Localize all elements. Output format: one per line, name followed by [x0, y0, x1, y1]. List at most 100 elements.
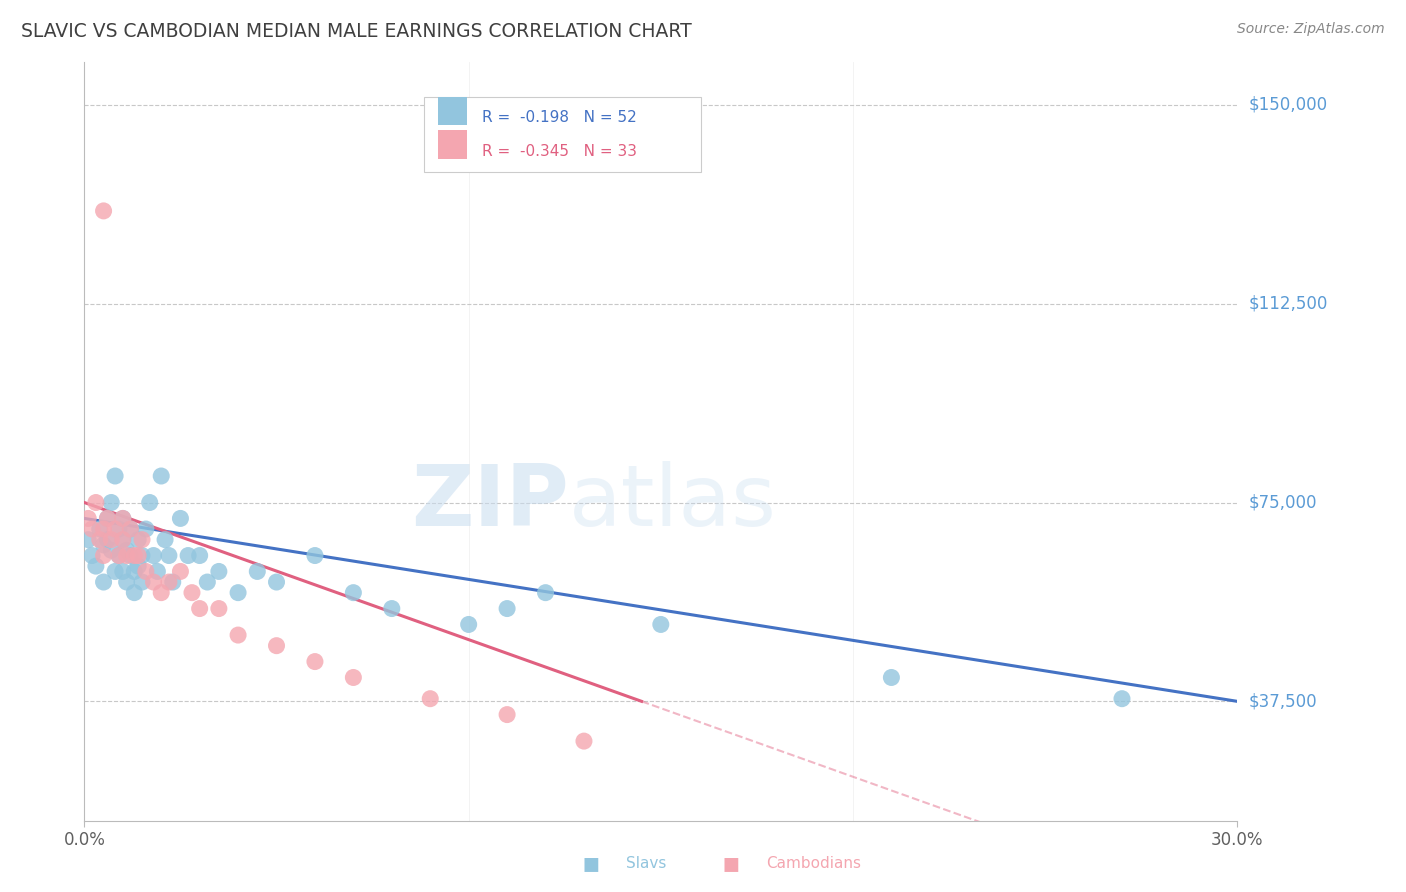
Text: R =  -0.345   N = 33: R = -0.345 N = 33 — [482, 144, 637, 159]
Point — [120, 522, 142, 536]
Point — [142, 575, 165, 590]
Point — [131, 575, 153, 590]
Point — [534, 585, 557, 599]
Point — [104, 522, 127, 536]
Point — [108, 522, 131, 536]
Point — [111, 565, 134, 579]
Point — [84, 559, 107, 574]
Point — [188, 549, 211, 563]
Point — [120, 549, 142, 563]
Point — [120, 522, 142, 536]
Point — [138, 495, 160, 509]
Text: Cambodians: Cambodians — [766, 856, 862, 871]
Point — [124, 549, 146, 563]
Point — [266, 575, 288, 590]
Point — [100, 543, 122, 558]
Point — [108, 549, 131, 563]
Point — [146, 565, 169, 579]
Point — [181, 585, 204, 599]
Point — [135, 522, 157, 536]
Point — [89, 533, 111, 547]
FancyBboxPatch shape — [439, 97, 467, 126]
Point — [124, 585, 146, 599]
Point — [572, 734, 595, 748]
Text: SLAVIC VS CAMBODIAN MEDIAN MALE EARNINGS CORRELATION CHART: SLAVIC VS CAMBODIAN MEDIAN MALE EARNINGS… — [21, 22, 692, 41]
Point — [496, 601, 519, 615]
Point — [96, 511, 118, 525]
Point — [124, 565, 146, 579]
Point — [111, 511, 134, 525]
Point — [96, 511, 118, 525]
Point — [342, 671, 364, 685]
Point — [93, 549, 115, 563]
Point — [162, 575, 184, 590]
Point — [342, 585, 364, 599]
Point — [111, 533, 134, 547]
Point — [100, 533, 122, 547]
Point — [150, 469, 173, 483]
Point — [131, 533, 153, 547]
Text: $37,500: $37,500 — [1249, 692, 1317, 710]
Point — [93, 203, 115, 218]
Point — [111, 533, 134, 547]
Text: ZIP: ZIP — [411, 460, 568, 544]
Point — [89, 522, 111, 536]
Point — [93, 538, 115, 552]
Point — [96, 533, 118, 547]
Point — [135, 565, 157, 579]
Point — [153, 533, 176, 547]
Point — [115, 549, 138, 563]
Point — [266, 639, 288, 653]
Point — [457, 617, 479, 632]
Point — [157, 549, 180, 563]
Point — [115, 543, 138, 558]
Point — [880, 671, 903, 685]
Point — [111, 511, 134, 525]
Point — [100, 495, 122, 509]
Point — [226, 585, 249, 599]
Point — [208, 601, 231, 615]
Text: ▪: ▪ — [721, 849, 741, 878]
FancyBboxPatch shape — [439, 130, 467, 159]
Point — [1111, 691, 1133, 706]
Point — [77, 511, 100, 525]
Text: $75,000: $75,000 — [1249, 493, 1317, 511]
Point — [104, 469, 127, 483]
Point — [496, 707, 519, 722]
Point — [108, 549, 131, 563]
Point — [115, 575, 138, 590]
Point — [226, 628, 249, 642]
Point — [80, 522, 103, 536]
Text: R =  -0.198   N = 52: R = -0.198 N = 52 — [482, 111, 637, 125]
Point — [150, 585, 173, 599]
Point — [195, 575, 218, 590]
Point — [104, 565, 127, 579]
Point — [80, 549, 103, 563]
Text: ▪: ▪ — [581, 849, 600, 878]
Point — [127, 559, 149, 574]
Point — [208, 565, 231, 579]
Point — [177, 549, 200, 563]
Point — [188, 601, 211, 615]
Text: Source: ZipAtlas.com: Source: ZipAtlas.com — [1237, 22, 1385, 37]
Point — [84, 495, 107, 509]
Text: atlas: atlas — [568, 460, 776, 544]
Point — [246, 565, 269, 579]
Point — [77, 533, 100, 547]
Point — [93, 575, 115, 590]
Point — [157, 575, 180, 590]
Text: $112,500: $112,500 — [1249, 294, 1327, 313]
Point — [127, 533, 149, 547]
Point — [304, 655, 326, 669]
Point — [419, 691, 441, 706]
FancyBboxPatch shape — [425, 96, 702, 172]
Point — [131, 549, 153, 563]
Point — [381, 601, 404, 615]
Point — [142, 549, 165, 563]
Point — [304, 549, 326, 563]
Text: $150,000: $150,000 — [1249, 95, 1327, 114]
Point — [169, 511, 191, 525]
Point — [93, 522, 115, 536]
Text: Slavs: Slavs — [626, 856, 666, 871]
Point — [127, 549, 149, 563]
